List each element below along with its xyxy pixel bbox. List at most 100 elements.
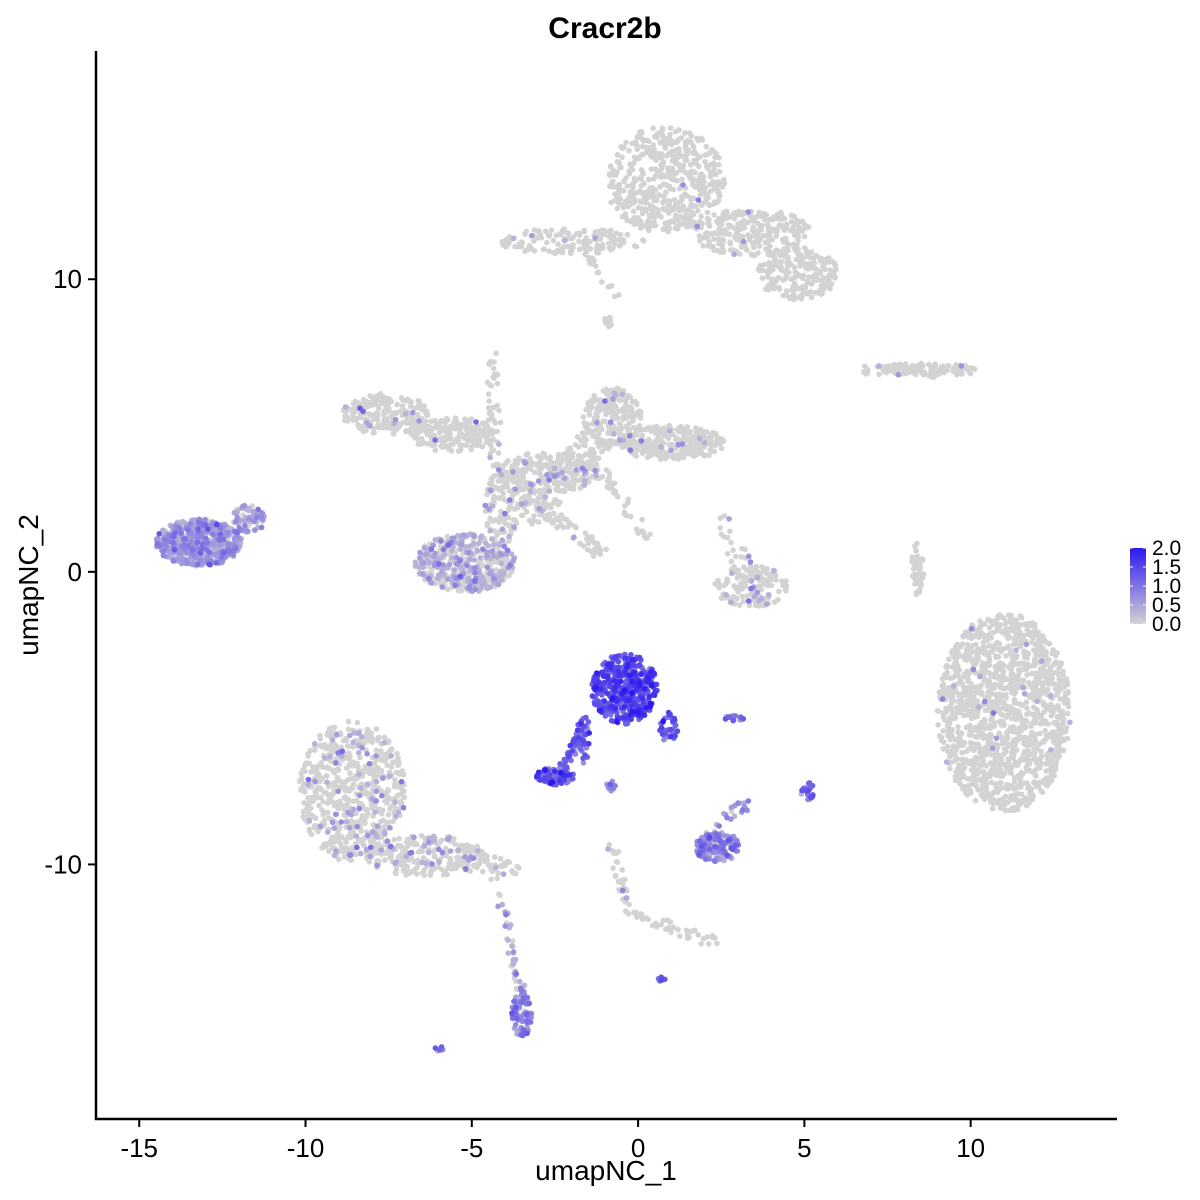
data-point xyxy=(947,765,953,772)
data-point xyxy=(988,768,994,774)
data-point xyxy=(969,648,975,655)
data-point xyxy=(956,691,962,697)
data-point xyxy=(608,228,614,235)
data-point xyxy=(935,708,942,714)
data-point xyxy=(794,249,800,256)
data-point xyxy=(432,447,439,454)
data-point xyxy=(644,441,650,448)
data-point xyxy=(1005,627,1012,633)
data-point xyxy=(623,139,629,146)
data-point xyxy=(755,227,761,233)
data-point xyxy=(359,812,366,819)
data-point xyxy=(1063,676,1070,682)
data-point xyxy=(1033,686,1040,693)
data-point xyxy=(791,296,797,303)
data-point xyxy=(384,762,390,768)
data-point xyxy=(1010,662,1017,668)
data-point xyxy=(669,165,676,171)
data-point xyxy=(1057,739,1063,745)
data-point xyxy=(382,857,388,863)
data-point xyxy=(655,150,661,157)
data-point xyxy=(385,400,392,407)
data-point xyxy=(1035,647,1041,654)
data-point xyxy=(560,227,566,234)
data-point xyxy=(376,405,382,412)
data-point xyxy=(961,765,968,771)
data-point xyxy=(1025,631,1031,637)
data-point xyxy=(1019,799,1025,806)
data-point xyxy=(806,274,812,280)
data-point xyxy=(935,722,941,728)
data-point xyxy=(1005,635,1011,642)
data-point xyxy=(334,774,341,781)
data-point xyxy=(396,423,403,430)
data-point xyxy=(612,425,619,432)
data-point xyxy=(1041,709,1047,715)
data-point xyxy=(1040,667,1047,673)
data-point xyxy=(969,642,976,649)
data-point xyxy=(984,793,991,800)
data-point xyxy=(970,747,977,754)
data-point xyxy=(949,715,956,722)
data-point xyxy=(753,563,760,570)
data-point xyxy=(651,188,657,194)
data-point xyxy=(770,267,776,273)
data-point xyxy=(697,238,703,244)
data-point xyxy=(437,436,443,443)
data-point xyxy=(969,715,975,721)
data-point xyxy=(964,672,970,679)
data-point xyxy=(667,202,673,208)
data-point xyxy=(939,676,946,682)
data-point xyxy=(799,218,806,225)
data-point xyxy=(717,228,723,235)
data-point xyxy=(957,765,964,772)
data-point xyxy=(1043,661,1050,667)
data-point xyxy=(331,839,338,845)
data-point xyxy=(817,270,824,277)
data-point xyxy=(301,788,307,794)
data-point xyxy=(633,453,640,459)
scatter-points xyxy=(153,125,1073,1054)
data-point xyxy=(548,227,555,233)
data-point xyxy=(699,178,706,184)
data-point xyxy=(581,228,588,235)
data-point xyxy=(1047,680,1054,687)
data-point xyxy=(394,756,401,763)
data-point xyxy=(736,232,743,239)
data-point xyxy=(742,582,748,589)
data-point xyxy=(977,749,983,756)
data-point xyxy=(626,420,632,427)
data-point xyxy=(1037,691,1044,698)
data-point xyxy=(632,243,638,249)
data-point xyxy=(813,252,819,259)
data-point xyxy=(706,216,712,223)
data-point xyxy=(986,707,993,714)
data-point xyxy=(662,145,669,151)
data-point xyxy=(544,239,550,246)
data-point xyxy=(695,207,701,214)
data-point xyxy=(586,407,593,413)
data-point xyxy=(794,270,801,277)
data-point xyxy=(506,572,512,579)
data-point xyxy=(980,730,986,737)
data-point xyxy=(800,272,807,279)
data-point xyxy=(589,398,595,405)
data-point xyxy=(340,737,347,744)
data-point xyxy=(720,248,727,254)
data-point xyxy=(350,410,357,417)
data-point xyxy=(986,624,993,631)
data-point xyxy=(678,450,685,456)
data-point xyxy=(990,789,996,796)
data-point xyxy=(962,691,968,698)
data-point xyxy=(772,255,778,261)
data-point xyxy=(304,801,311,808)
data-point xyxy=(1022,720,1028,726)
data-point xyxy=(766,282,772,289)
data-point xyxy=(697,154,703,160)
data-point xyxy=(952,667,959,673)
data-point xyxy=(343,802,350,808)
data-point xyxy=(973,632,979,639)
data-point xyxy=(696,233,703,239)
data-point xyxy=(328,791,335,798)
data-point xyxy=(1001,676,1007,683)
